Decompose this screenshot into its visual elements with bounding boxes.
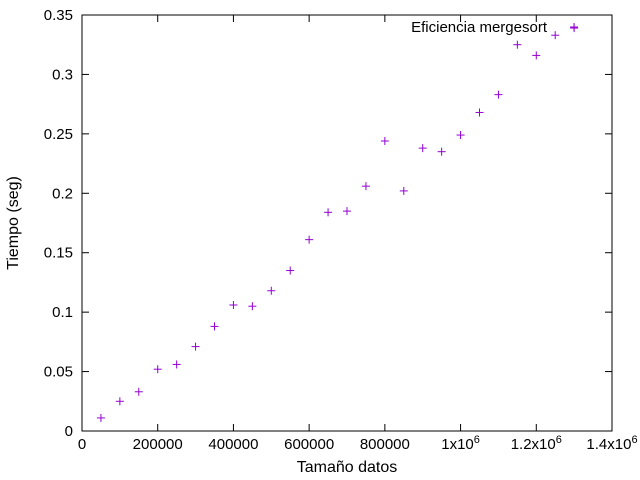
data-point [551,31,560,40]
data-points [96,24,579,422]
data-point [210,322,219,331]
data-point [134,387,143,396]
y-axis-title: Tiempo (seg) [5,176,22,270]
y-tick-label: 0.1 [52,304,73,321]
x-tick-label: 200000 [133,436,183,453]
y-tick-label: 0.05 [44,364,73,381]
legend-marker-plus [570,23,578,31]
data-point [191,342,200,351]
x-tick-label: 800000 [360,436,410,453]
data-point [361,182,370,191]
data-point [248,302,257,311]
y-axis-ticks: 0 0.05 0.1 0.15 0.2 0.25 0.3 0.35 [44,7,612,440]
data-point [437,147,446,156]
x-tick-label: 1.2x106 [511,434,562,453]
data-point [115,397,124,406]
y-tick-label: 0.3 [52,66,73,83]
data-point [305,235,314,244]
data-point [153,365,162,374]
data-point [475,108,484,117]
x-axis-ticks: 0 200000 400000 600000 800000 1x106 1.2x106 1.4… [78,15,638,453]
x-axis-title: Tamaño datos [297,459,398,476]
data-point [172,360,181,369]
y-tick-label: 0.15 [44,245,73,262]
x-tick-label: 400000 [208,436,258,453]
x-tick-label: 1x106 [441,434,480,453]
y-tick-label: 0.25 [44,126,73,143]
data-point [399,186,408,195]
plot-frame [81,14,613,432]
y-tick-label: 0.35 [44,7,73,24]
data-point [324,208,333,217]
data-point [456,131,465,140]
legend: Eficiencia mergesort [411,19,578,36]
data-point [513,40,522,49]
data-point [229,301,238,310]
data-point [532,51,541,60]
data-point [286,266,295,275]
legend-plus-mark [570,23,578,31]
legend-label: Eficiencia mergesort [411,19,548,36]
x-tick-label: 1.4x106 [586,434,637,453]
data-point [418,144,427,153]
data-point [96,413,105,422]
x-tick-label: 600000 [284,436,334,453]
data-point [494,90,503,99]
data-point [343,207,351,216]
y-tick-label: 0.2 [52,185,73,202]
x-tick-label: 0 [78,436,86,453]
data-point [380,136,389,145]
y-tick-label: 0 [65,423,73,440]
data-point [267,286,276,295]
